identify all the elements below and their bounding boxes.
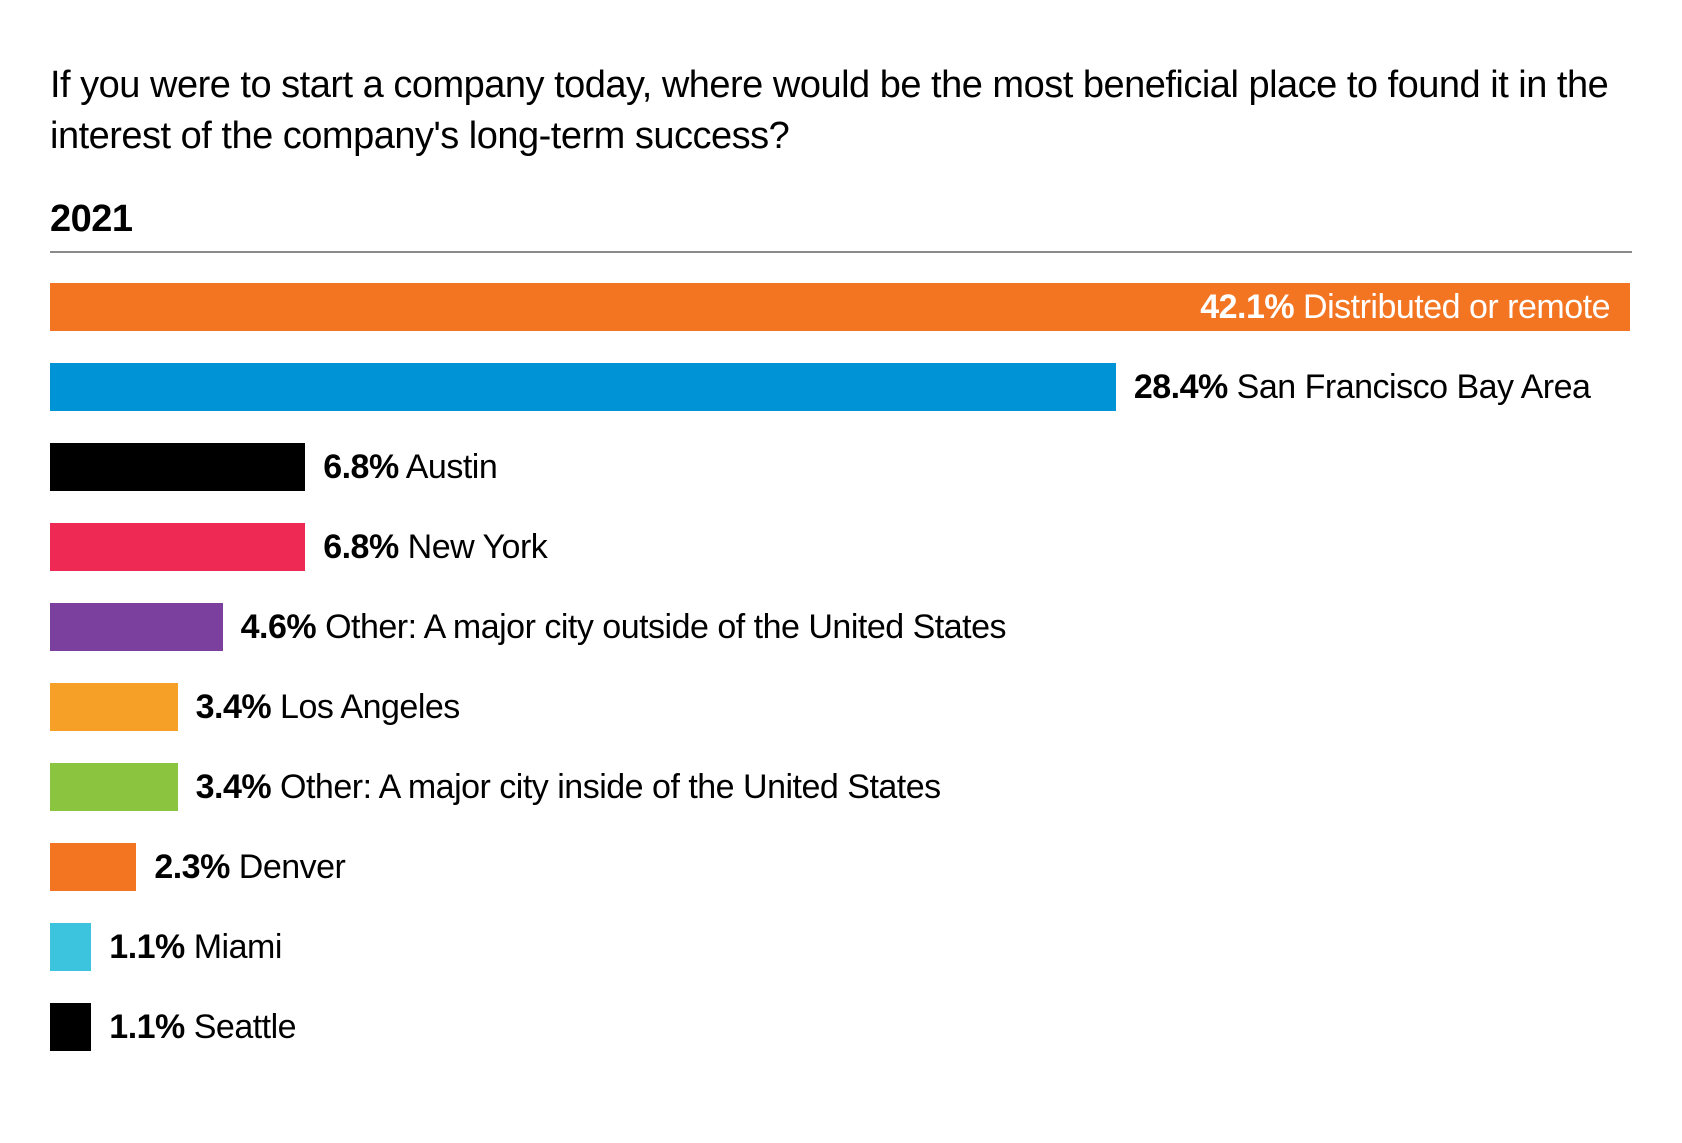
bar-row: 1.1% Seattle [50, 1003, 1632, 1051]
bar-percent: 4.6% [241, 608, 317, 646]
chart-year: 2021 [50, 198, 1632, 241]
bar [50, 843, 136, 891]
bar [50, 603, 223, 651]
bar-row: 4.6% Other: A major city outside of the … [50, 603, 1632, 651]
bar-percent: 1.1% [109, 928, 185, 966]
bar-label: 42.1% Distributed or remote [1200, 283, 1610, 331]
bar-label: 4.6% Other: A major city outside of the … [241, 603, 1006, 651]
bar-label: 6.8% New York [323, 523, 547, 571]
bar-percent: 3.4% [196, 688, 272, 726]
bar-row: 1.1% Miami [50, 923, 1632, 971]
bar-percent: 1.1% [109, 1008, 185, 1046]
bar-row: 2.3% Denver [50, 843, 1632, 891]
bar-name: Other: A major city inside of the United… [271, 768, 941, 806]
bar-name: Miami [185, 928, 282, 966]
chart-title: If you were to start a company today, wh… [50, 60, 1630, 163]
bar-chart: 42.1% Distributed or remote 28.4% San Fra… [50, 283, 1632, 1051]
bar-label: 1.1% Seattle [109, 1003, 296, 1051]
bar-name: Other: A major city outside of the Unite… [316, 608, 1006, 646]
bar [50, 363, 1116, 411]
bar-row: 6.8% Austin [50, 443, 1632, 491]
bar-name: Distributed or remote [1294, 288, 1610, 326]
bar-percent: 2.3% [154, 848, 230, 886]
bar-label: 1.1% Miami [109, 923, 282, 971]
bar-percent: 6.8% [323, 528, 399, 566]
bar-row: 3.4% Los Angeles [50, 683, 1632, 731]
bar-percent: 3.4% [196, 768, 272, 806]
bar [50, 443, 305, 491]
bar-name: Denver [230, 848, 346, 886]
bar-name: New York [399, 528, 548, 566]
bar-row: 42.1% Distributed or remote [50, 283, 1632, 331]
bar-row: 6.8% New York [50, 523, 1632, 571]
bar-label: 3.4% Los Angeles [196, 683, 460, 731]
bar-label: 3.4% Other: A major city inside of the U… [196, 763, 941, 811]
bar [50, 683, 178, 731]
bar-label: 2.3% Denver [154, 843, 345, 891]
chart-divider [50, 251, 1632, 253]
bar-name: Seattle [185, 1008, 296, 1046]
bar-label: 28.4% San Francisco Bay Area [1134, 363, 1591, 411]
bar-row: 3.4% Other: A major city inside of the U… [50, 763, 1632, 811]
bar [50, 1003, 91, 1051]
bar [50, 763, 178, 811]
bar: 42.1% Distributed or remote [50, 283, 1630, 331]
bar-percent: 28.4% [1134, 368, 1228, 406]
bar-label: 6.8% Austin [323, 443, 497, 491]
bar-percent: 42.1% [1200, 288, 1294, 326]
bar-name: Austin [399, 448, 498, 486]
bar-percent: 6.8% [323, 448, 399, 486]
bar [50, 523, 305, 571]
bar-row: 28.4% San Francisco Bay Area [50, 363, 1632, 411]
bar-name: San Francisco Bay Area [1228, 368, 1591, 406]
bar-name: Los Angeles [271, 688, 460, 726]
bar [50, 923, 91, 971]
